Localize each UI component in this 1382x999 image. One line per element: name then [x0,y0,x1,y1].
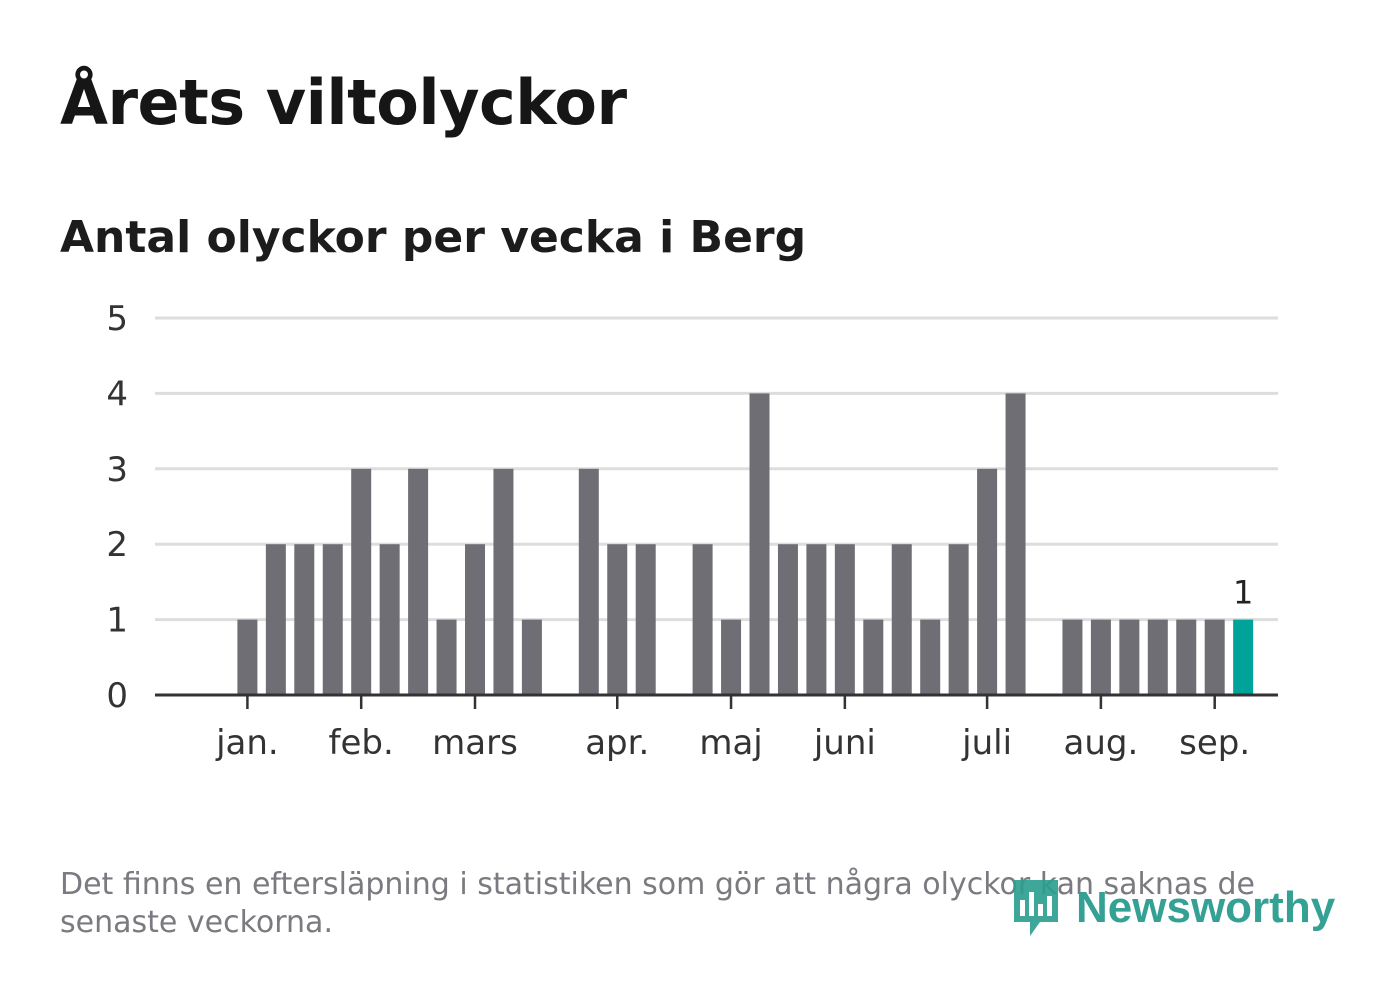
bar [1119,619,1140,695]
bar [436,619,457,695]
bar [1176,619,1197,695]
bar [322,544,343,695]
bar [721,619,742,695]
bar [521,619,542,695]
bar [408,468,429,695]
bar [493,468,514,695]
bar [948,544,969,695]
x-tick-label: feb. [329,723,394,763]
bar [977,468,998,695]
bar [1204,619,1225,695]
x-tick-label: apr. [585,723,649,763]
chart-title: Årets viltolyckor [60,66,627,139]
bar-chart: 0 1 2 3 4 5 jan. feb. mars apr. maj juni juli aug. se… [106,299,1278,763]
data-labels: 1 [1233,574,1253,612]
bar [863,619,884,695]
x-tick-label: jan. [215,723,279,763]
x-tick-label: sep. [1179,723,1250,763]
y-tick-label: 2 [106,525,128,565]
bar [1147,619,1168,695]
bar [806,544,827,695]
bar [749,393,770,695]
x-tick-label: juli [961,723,1012,763]
bar [635,544,656,695]
bar [834,544,855,695]
bar [607,544,628,695]
bar [1005,393,1026,695]
chart-subtitle: Antal olyckor per vecka i Berg [60,212,807,263]
bar [294,544,315,695]
bar [920,619,941,695]
y-tick-label: 5 [106,299,128,339]
x-axis-ticks: jan. feb. mars apr. maj juni juli aug. sep. [215,695,1250,763]
brand-name: Newsworthy [1076,883,1336,932]
bar [379,544,400,695]
bar-highlight [1233,619,1254,695]
data-label: 1 [1233,574,1253,612]
y-tick-label: 1 [106,601,128,641]
x-tick-label: mars [432,723,518,763]
x-tick-label: aug. [1064,723,1139,763]
bar [1090,619,1111,695]
bar [351,468,372,695]
y-tick-label: 0 [106,676,128,716]
bar [777,544,798,695]
bars [237,393,1254,695]
y-tick-label: 3 [106,450,128,490]
x-tick-label: juni [813,723,876,763]
y-tick-label: 4 [106,374,128,414]
newsworthy-logo-icon [1014,880,1058,936]
bar [578,468,599,695]
brand-logo: Newsworthy [1010,876,1335,940]
bar [265,544,286,695]
bar [1062,619,1083,695]
x-tick-label: maj [699,723,762,763]
bar [692,544,713,695]
y-axis-ticks: 0 1 2 3 4 5 [106,299,128,716]
bar [891,544,912,695]
bar [237,619,258,695]
bar [465,544,485,695]
